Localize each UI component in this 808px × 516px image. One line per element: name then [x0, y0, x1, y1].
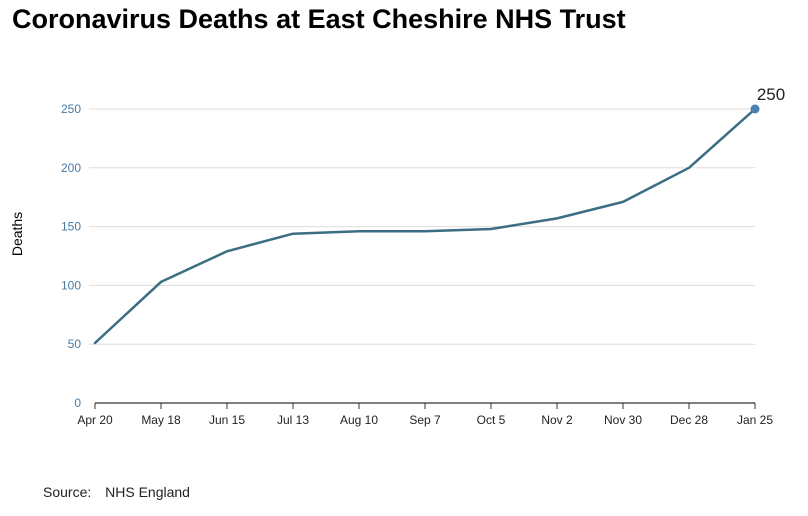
y-axis-label: Deaths: [9, 212, 25, 256]
source-label: Source:: [43, 484, 92, 500]
series-group: [93, 107, 757, 345]
x-tick-label: Nov 30: [604, 413, 642, 427]
y-tick-label: 250: [61, 102, 81, 116]
x-tick-label: May 18: [141, 413, 181, 427]
y-tick-label: 100: [61, 278, 81, 292]
y-tick-label: 0: [74, 396, 81, 410]
y-tick-label: 50: [68, 337, 82, 351]
source-value: NHS England: [105, 484, 190, 500]
data-label: 250: [757, 85, 785, 104]
source-note: Source: NHS England: [43, 484, 190, 500]
x-tick-label: Sep 7: [409, 413, 441, 427]
y-tick-label: 200: [61, 161, 81, 175]
y-axis: 0 50 100 150 200 250: [61, 102, 81, 410]
x-tick-label: Oct 5: [477, 413, 506, 427]
annotations: 250: [750, 85, 785, 114]
x-tick-label: Aug 10: [340, 413, 378, 427]
x-tick-label: Dec 28: [670, 413, 708, 427]
chart-title: Coronavirus Deaths at East Cheshire NHS …: [12, 4, 626, 34]
x-tick-label: Jun 15: [209, 413, 245, 427]
x-tick-label: Apr 20: [77, 413, 113, 427]
x-tick-label: Jan 25: [737, 413, 773, 427]
gridlines: [89, 108, 755, 345]
x-tick-label: Nov 2: [541, 413, 573, 427]
series-line: [93, 107, 757, 345]
x-tick-label: Jul 13: [277, 413, 309, 427]
y-tick-label: 150: [61, 220, 81, 234]
x-axis: Apr 20 May 18 Jun 15 Jul 13 Aug 10 Sep 7 Oct 5…: [77, 402, 773, 427]
data-point-marker: [750, 104, 760, 114]
